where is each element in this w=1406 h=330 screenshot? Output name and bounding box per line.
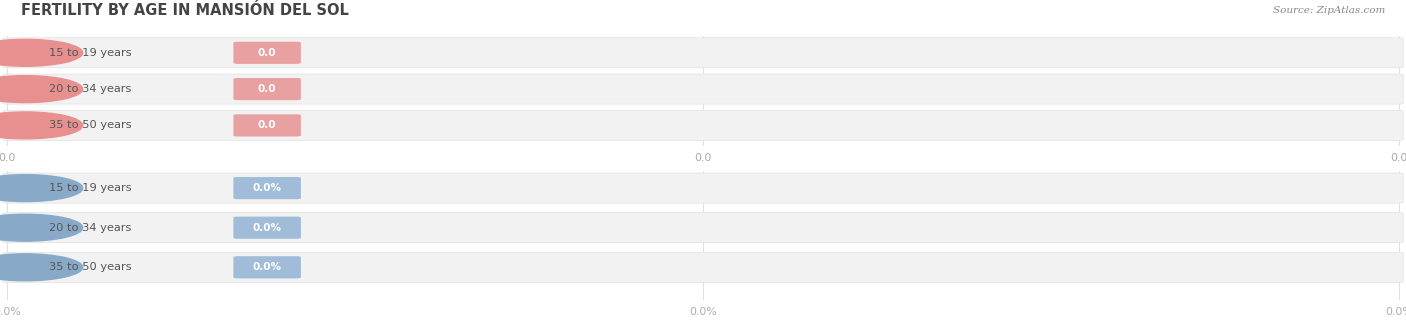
Circle shape <box>0 254 83 281</box>
Circle shape <box>0 39 83 66</box>
Text: 35 to 50 years: 35 to 50 years <box>49 120 132 130</box>
FancyBboxPatch shape <box>3 38 1403 68</box>
Text: 0.0%: 0.0% <box>253 223 281 233</box>
FancyBboxPatch shape <box>233 216 301 239</box>
FancyBboxPatch shape <box>233 42 301 64</box>
Text: 15 to 19 years: 15 to 19 years <box>49 183 132 193</box>
FancyBboxPatch shape <box>3 252 1403 282</box>
FancyBboxPatch shape <box>233 177 301 199</box>
Text: 20 to 34 years: 20 to 34 years <box>49 223 132 233</box>
FancyBboxPatch shape <box>233 78 301 100</box>
Text: 0.0: 0.0 <box>257 84 277 94</box>
FancyBboxPatch shape <box>3 213 1403 243</box>
Text: 35 to 50 years: 35 to 50 years <box>49 262 132 272</box>
Text: 0.0: 0.0 <box>257 48 277 58</box>
FancyBboxPatch shape <box>233 114 301 137</box>
FancyBboxPatch shape <box>233 256 301 279</box>
Circle shape <box>0 76 83 103</box>
Text: 0.0%: 0.0% <box>689 307 717 317</box>
Text: Source: ZipAtlas.com: Source: ZipAtlas.com <box>1272 6 1385 15</box>
Circle shape <box>0 214 83 241</box>
Text: 0.0%: 0.0% <box>253 262 281 272</box>
Text: 0.0: 0.0 <box>695 153 711 163</box>
FancyBboxPatch shape <box>3 110 1403 141</box>
Text: 0.0: 0.0 <box>257 120 277 130</box>
FancyBboxPatch shape <box>3 173 1403 203</box>
Text: 0.0%: 0.0% <box>253 183 281 193</box>
Text: 0.0: 0.0 <box>1391 153 1406 163</box>
Text: 0.0: 0.0 <box>0 153 15 163</box>
Circle shape <box>0 175 83 202</box>
Text: 0.0%: 0.0% <box>0 307 21 317</box>
Text: FERTILITY BY AGE IN MANSIÓN DEL SOL: FERTILITY BY AGE IN MANSIÓN DEL SOL <box>21 3 349 18</box>
FancyBboxPatch shape <box>3 74 1403 104</box>
Text: 0.0%: 0.0% <box>1385 307 1406 317</box>
Circle shape <box>0 112 83 139</box>
Text: 15 to 19 years: 15 to 19 years <box>49 48 132 58</box>
Text: 20 to 34 years: 20 to 34 years <box>49 84 132 94</box>
